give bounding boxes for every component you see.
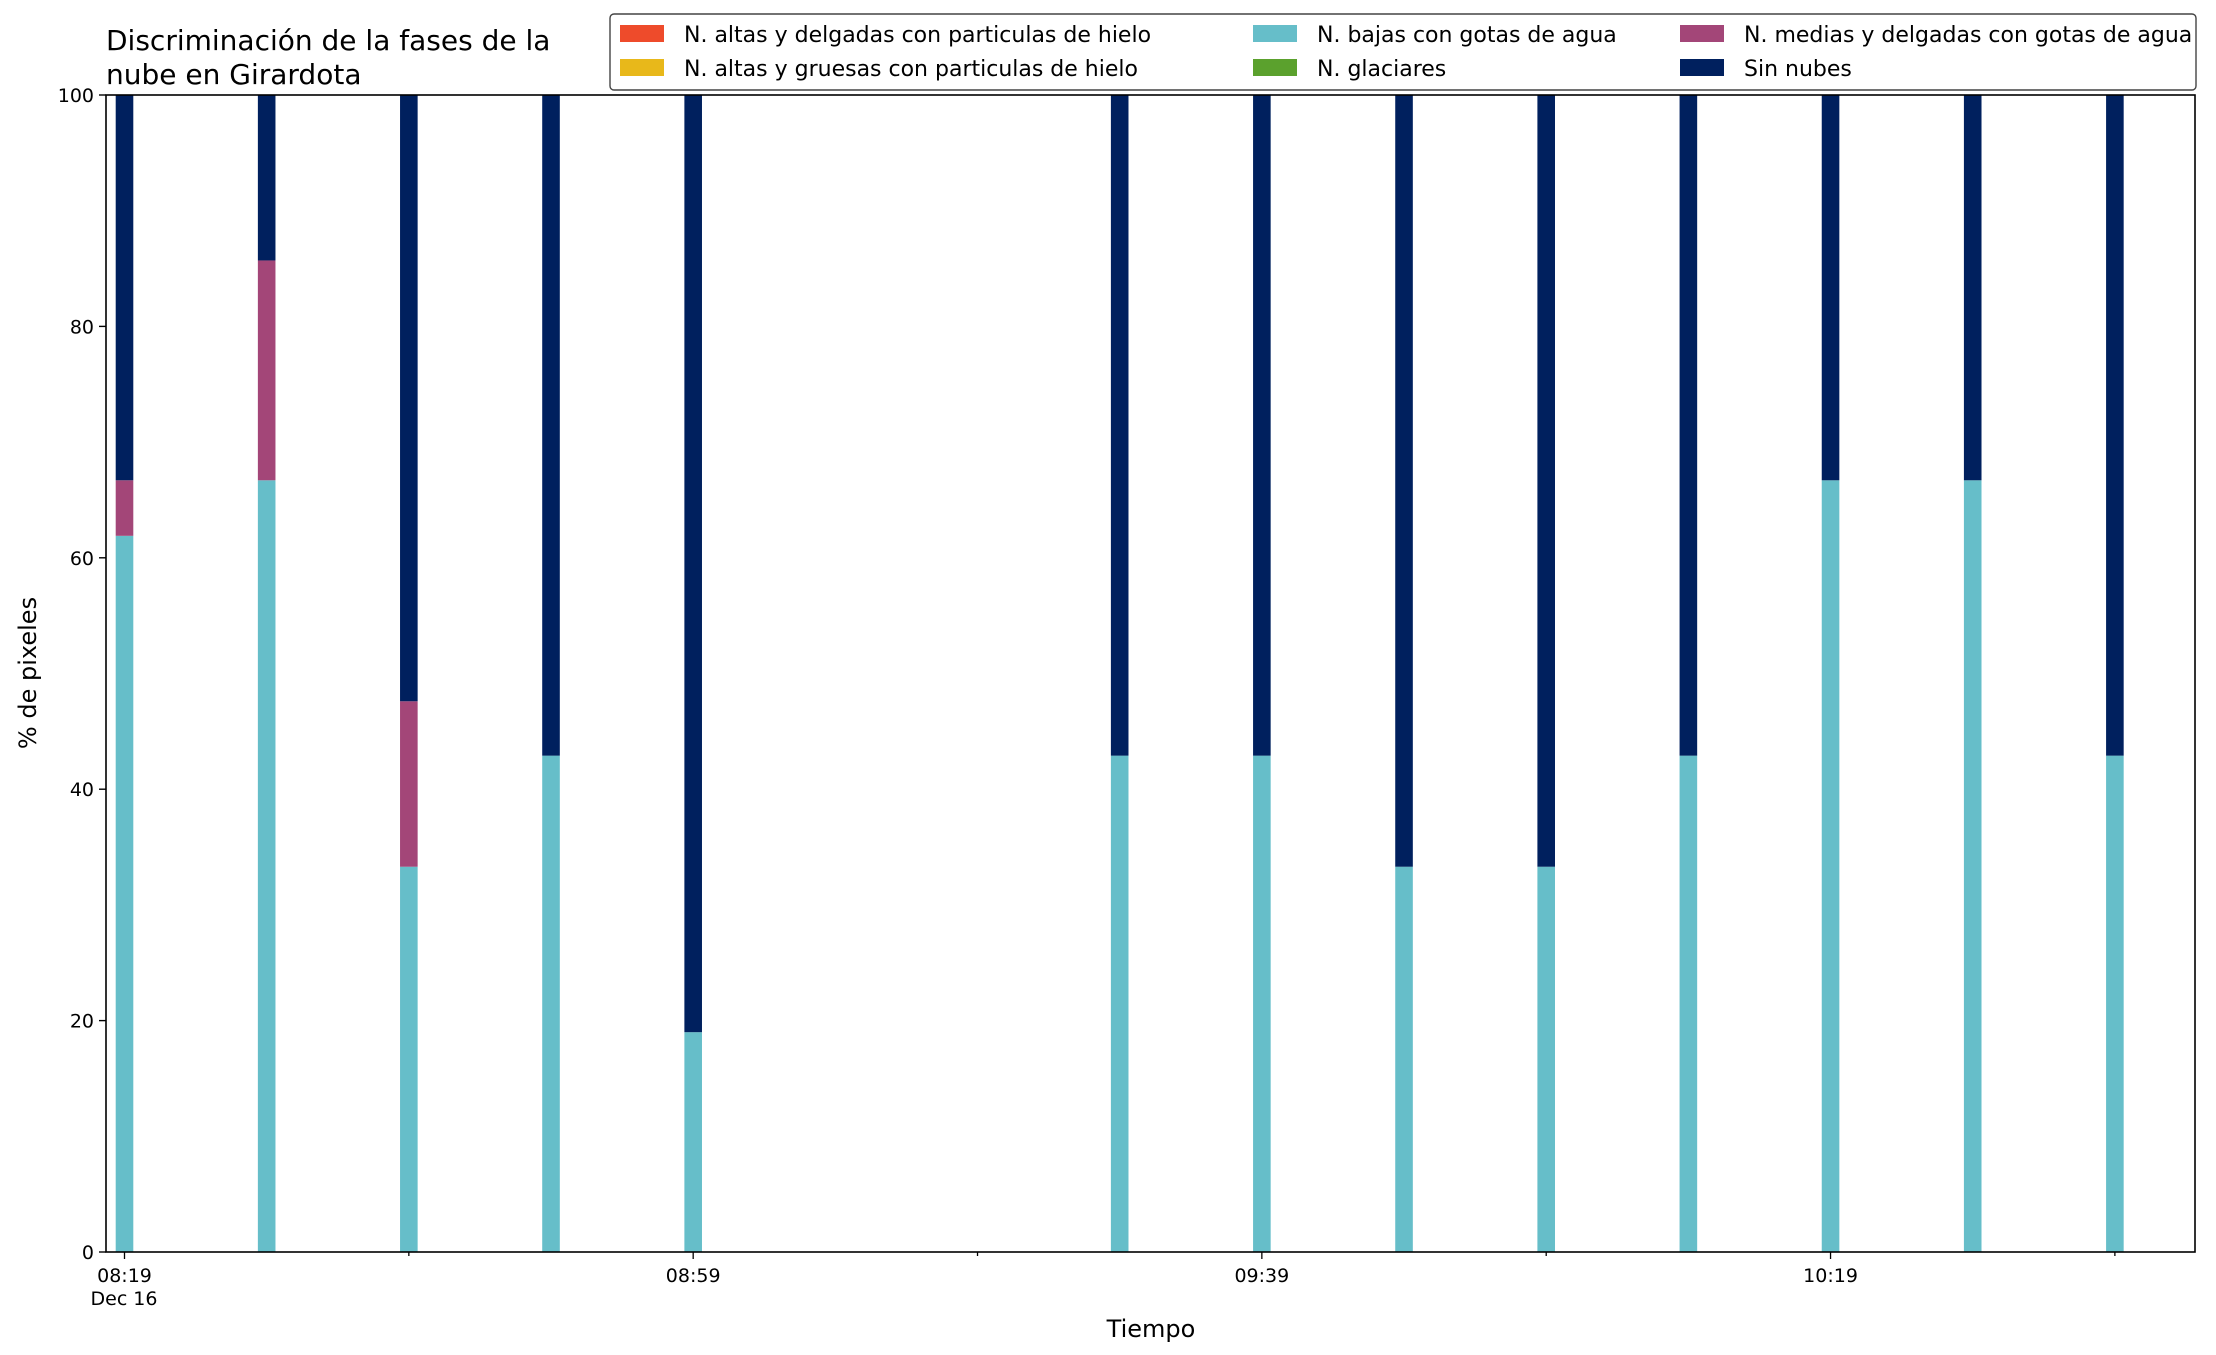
- y-tick-label: 100: [58, 85, 94, 107]
- bar-stack: [1253, 95, 1271, 1252]
- legend-item: N. altas y gruesas con particulas de hie…: [620, 57, 1138, 82]
- plot-frame: [105, 94, 2196, 1253]
- legend-label: N. medias y delgadas con gotas de agua: [1744, 23, 2192, 48]
- bar-segment-bajas: [1395, 866, 1413, 1252]
- bar-segment-sin-nubes: [400, 95, 418, 702]
- legend-item: N. glaciares: [1253, 57, 1446, 82]
- legend-label: N. bajas con gotas de agua: [1317, 23, 1617, 48]
- bar-stack: [115, 95, 134, 1252]
- bar-segment-sin-nubes: [542, 95, 560, 756]
- bar-segment-sin-nubes: [2106, 95, 2124, 756]
- bar-segment-bajas: [257, 480, 276, 1252]
- bar-segment-sin-nubes: [1821, 95, 1840, 481]
- bars-layer: [115, 95, 2124, 1252]
- bar-segment-medias: [115, 480, 134, 536]
- x-axis-title: Tiempo: [1106, 1315, 1196, 1343]
- bar-segment-sin-nubes: [1679, 95, 1698, 756]
- y-tick-label: 0: [82, 1242, 94, 1264]
- bar-segment-medias: [400, 701, 418, 867]
- legend-frame: [609, 13, 2197, 91]
- bar-segment-bajas: [1110, 755, 1129, 1252]
- bar-segment-sin-nubes: [1110, 95, 1129, 756]
- x-tick-label: 08:59: [666, 1265, 721, 1287]
- legend-item: Sin nubes: [1680, 57, 1852, 82]
- bar-segment-bajas: [1963, 480, 1982, 1252]
- bar-stack: [684, 95, 702, 1252]
- bar-segment-bajas: [1679, 755, 1698, 1252]
- bar-segment-bajas: [400, 866, 418, 1252]
- bar-stack: [1963, 95, 1982, 1252]
- legend-label: N. altas y delgadas con particulas de hi…: [684, 23, 1151, 48]
- bar-segment-sin-nubes: [1395, 95, 1413, 867]
- chart-title: Discriminación de la fases de la nube en…: [106, 24, 550, 91]
- legend-item: N. medias y delgadas con gotas de agua: [1680, 23, 2192, 48]
- chart-title-line-2: nube en Girardota: [106, 58, 361, 91]
- x-tick-label: 10:19: [1803, 1265, 1858, 1287]
- bar-segment-bajas: [1253, 755, 1271, 1252]
- bar-stack: [1537, 95, 1555, 1252]
- bar-segment-bajas: [115, 535, 134, 1252]
- bar-segment-sin-nubes: [1253, 95, 1271, 756]
- legend-swatch: [1680, 25, 1724, 42]
- y-axis: 0 20 40 60 80 100: [58, 85, 106, 1264]
- bar-stack: [257, 95, 276, 1252]
- y-tick-label: 60: [70, 548, 94, 570]
- y-tick-label: 20: [70, 1011, 94, 1033]
- x-axis: Dec 16 08:1908:5909:3910:1910:5911:3912:…: [91, 1252, 2116, 1310]
- bar-stack: [1395, 95, 1413, 1252]
- legend-label: Sin nubes: [1744, 57, 1852, 82]
- bar-stack: [1110, 95, 1129, 1252]
- bar-segment-sin-nubes: [1963, 95, 1982, 481]
- bar-segment-sin-nubes: [257, 95, 276, 261]
- y-tick-label: 80: [70, 316, 94, 338]
- legend-item: N. bajas con gotas de agua: [1253, 23, 1617, 48]
- x-tick-label: 09:39: [1234, 1265, 1289, 1287]
- legend-label: N. altas y gruesas con particulas de hie…: [684, 57, 1138, 82]
- legend-label: N. glaciares: [1317, 57, 1446, 82]
- x-tick-sublabel: Dec 16: [91, 1288, 158, 1310]
- bar-segment-sin-nubes: [684, 95, 702, 1033]
- bar-segment-sin-nubes: [1537, 95, 1555, 867]
- legend: N. altas y delgadas con particulas de hi…: [609, 13, 2197, 91]
- bar-stack: [2106, 95, 2124, 1252]
- legend-swatch: [1253, 59, 1297, 76]
- bar-stack: [400, 95, 418, 1252]
- bar-segment-sin-nubes: [115, 95, 134, 481]
- bar-stack: [1821, 95, 1840, 1252]
- bar-segment-bajas: [684, 1032, 702, 1252]
- bar-segment-bajas: [2106, 755, 2124, 1252]
- legend-swatch: [1253, 25, 1297, 42]
- y-axis-title: % de pixeles: [14, 597, 42, 749]
- legend-swatch: [620, 59, 664, 76]
- bar-segment-bajas: [542, 755, 560, 1252]
- bar-stack: [1679, 95, 1698, 1252]
- chart-title-line-1: Discriminación de la fases de la: [106, 24, 550, 57]
- legend-item: N. altas y delgadas con particulas de hi…: [620, 23, 1151, 48]
- y-tick-label: 40: [70, 779, 94, 801]
- legend-swatch: [620, 25, 664, 42]
- bar-stack: [542, 95, 560, 1252]
- bar-segment-bajas: [1537, 866, 1555, 1252]
- legend-swatch: [1680, 59, 1724, 76]
- x-tick-label: 08:19: [97, 1265, 152, 1287]
- bar-segment-medias: [257, 260, 276, 481]
- bar-segment-bajas: [1821, 480, 1840, 1252]
